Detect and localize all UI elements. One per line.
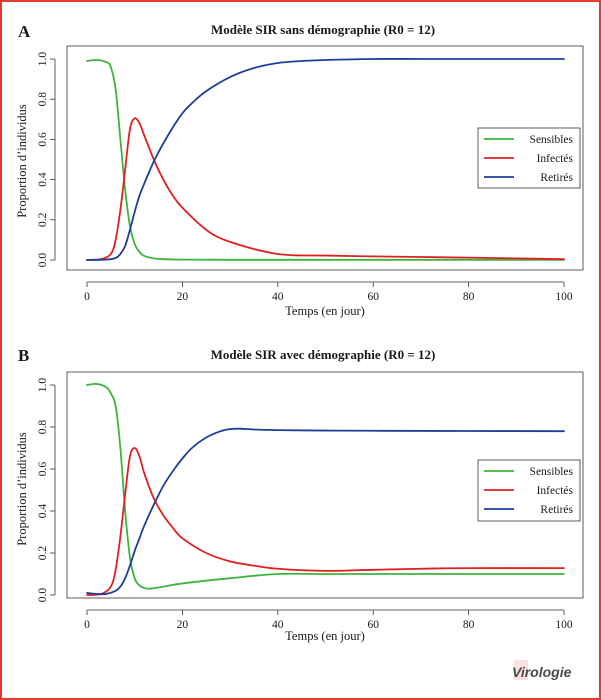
x-tick-label-a-2: 40 <box>272 291 284 303</box>
x-tick-label-a-1: 20 <box>177 291 189 303</box>
x-tick-label-b-1: 20 <box>177 619 189 631</box>
y-tick-label-a-4: 0.8 <box>37 92 49 107</box>
series-line-b-retires <box>86 427 565 596</box>
panel-letter-a: A <box>18 22 31 41</box>
y-tick-label-b-4: 0.8 <box>37 420 49 435</box>
y-axis-label-b: Proportion d’individus <box>15 432 29 546</box>
series-line-a-sensibles <box>86 59 565 261</box>
legend-label-a-sensibles: Sensibles <box>530 134 574 146</box>
y-tick-label-a-1: 0.2 <box>37 212 49 227</box>
y-tick-label-a-0: 0.0 <box>37 253 49 268</box>
panel-letter-b: B <box>18 346 29 365</box>
x-tick-label-a-0: 0 <box>84 291 90 303</box>
series-line-b-sensibles <box>86 382 565 590</box>
chart-title-b: Modèle SIR avec démographie (R0 = 12) <box>211 347 436 362</box>
y-tick-label-a-3: 0.6 <box>37 132 49 147</box>
legend-label-a-infectes: Infectés <box>537 153 574 165</box>
x-axis-label-b: Temps (en jour) <box>285 629 365 643</box>
legend-label-b-sensibles: Sensibles <box>530 466 574 478</box>
series-line-a-infectes <box>86 117 565 261</box>
y-tick-label-a-5: 1.0 <box>37 52 49 67</box>
legend-label-b-retires: Retirés <box>540 504 573 516</box>
y-tick-label-b-5: 1.0 <box>37 378 49 393</box>
y-tick-label-b-3: 0.6 <box>37 462 49 477</box>
y-axis-label-a: Proportion d’individus <box>15 104 29 218</box>
logo-text: Virologie <box>512 664 572 680</box>
plot-area-b <box>66 371 584 599</box>
chart-title-a: Modèle SIR sans démographie (R0 = 12) <box>211 22 435 37</box>
chart-panel-a: 0 20 40 60 80 100 0.0 0.2 0.4 0.6 0.8 1.0 Sensibles I… <box>37 45 584 303</box>
x-tick-label-a-5: 100 <box>555 291 573 303</box>
series-line-b-infectes <box>86 447 565 596</box>
y-tick-label-b-2: 0.4 <box>37 504 49 519</box>
y-tick-label-a-2: 0.4 <box>37 172 49 187</box>
y-tick-label-b-0: 0.0 <box>37 588 49 603</box>
chart-panel-b: 0 20 40 60 80 100 0.0 0.2 0.4 0.6 0.8 1.0 Sensibles I… <box>37 371 584 631</box>
virologie-logo: Virologie <box>512 660 572 680</box>
x-tick-label-a-3: 60 <box>367 291 379 303</box>
y-tick-label-b-1: 0.2 <box>37 546 49 561</box>
x-tick-label-b-3: 60 <box>367 619 379 631</box>
x-tick-label-b-0: 0 <box>84 619 90 631</box>
x-tick-label-a-4: 80 <box>463 291 475 303</box>
x-tick-label-b-5: 100 <box>555 619 573 631</box>
series-line-a-retires <box>86 58 565 261</box>
x-tick-label-b-4: 80 <box>463 619 475 631</box>
plot-area-a <box>66 45 584 271</box>
legend-label-a-retires: Retirés <box>540 172 573 184</box>
legend-label-b-infectes: Infectés <box>537 485 574 497</box>
logo-badge <box>514 660 528 680</box>
x-axis-label-a: Temps (en jour) <box>285 304 365 318</box>
x-tick-label-b-2: 40 <box>272 619 284 631</box>
